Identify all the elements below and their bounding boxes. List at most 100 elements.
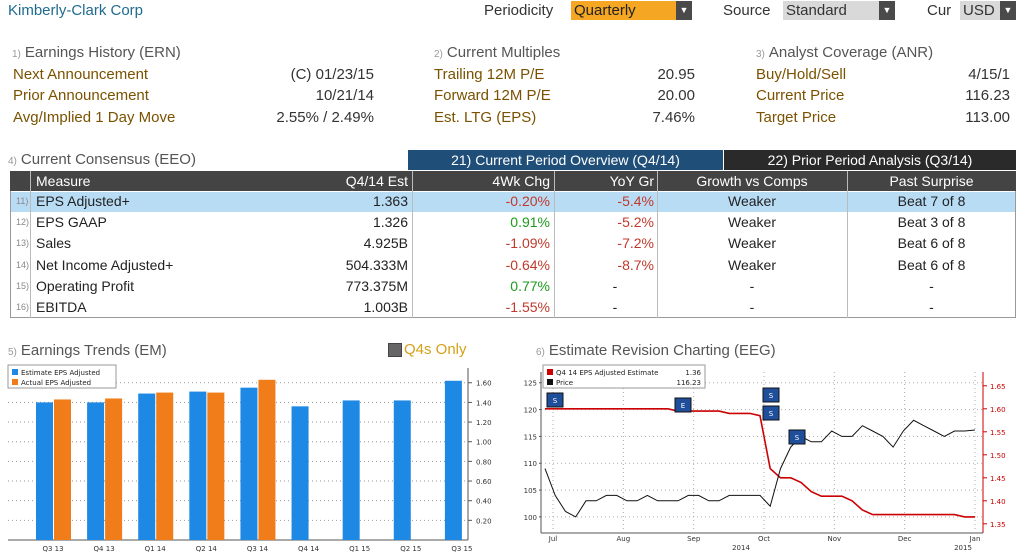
legend-box	[7, 364, 117, 389]
table-header	[10, 171, 1016, 191]
periodicity-dropdown[interactable]: Quarterly	[571, 1, 676, 20]
col-surprise-header[interactable]: Past Surprise	[889, 173, 974, 189]
source-dropdown[interactable]: Standard	[783, 1, 879, 20]
x-tick-label: Aug	[616, 535, 630, 543]
bar	[105, 398, 123, 540]
marker-label: S	[769, 410, 774, 418]
tab-prior-period[interactable]: 22) Prior Period Analysis (Q3/14)	[724, 150, 1016, 170]
x-tick-label: Dec	[898, 535, 912, 543]
left-tick-label: 120	[524, 407, 537, 415]
marker-box	[788, 429, 806, 445]
x-tick-label: Oct	[758, 535, 770, 543]
year-label: 2015	[954, 544, 972, 552]
revision-marker: S	[788, 429, 806, 445]
chart-x-ticks: Q3 13 Q4 13 Q1 14 Q2 14 Q3 14 Q4 14 Q1 15 Q2 15…	[42, 545, 472, 553]
bar	[240, 387, 258, 540]
x-tick-label: Q2 14	[196, 545, 218, 553]
x-tick-label: Q4 14	[298, 545, 320, 553]
chart-lines	[544, 407, 976, 518]
y-tick-label: 1.00	[476, 439, 492, 447]
bar	[189, 391, 207, 540]
q4s-only-checkbox[interactable]	[388, 343, 402, 357]
y-tick-label: 1.20	[476, 419, 492, 427]
marker-label: S	[795, 434, 800, 442]
marker-label: S	[553, 397, 558, 405]
tab-current-period[interactable]: 21) Current Period Overview (Q4/14)	[408, 150, 723, 170]
x-tick-label: Nov	[827, 535, 841, 543]
col-4wk-header[interactable]: 4Wk Chg	[492, 173, 550, 189]
legend-swatch	[12, 369, 18, 375]
chevron-down-icon[interactable]: ▼	[1000, 1, 1016, 20]
trailing-pe-value: 20.95	[657, 66, 695, 83]
avg-move-label: Avg/Implied 1 Day Move	[13, 109, 176, 126]
current-multiples-title[interactable]: 2) Current Multiples	[434, 44, 561, 61]
col-measure-header[interactable]: Measure	[36, 173, 91, 189]
chart-bars	[36, 379, 462, 540]
y-tick-label: 0.60	[476, 478, 492, 486]
trailing-pe-label: Trailing 12M P/E	[434, 66, 545, 83]
legend-swatch	[12, 379, 18, 385]
current-price-value: 116.23	[965, 87, 1010, 104]
right-tick-label: 1.35	[990, 521, 1006, 529]
chart-markers: S E S S S	[546, 387, 806, 445]
legend-swatch	[547, 369, 553, 375]
table-row[interactable]: 13) Sales 4.925B -1.09% -7.2% Weaker Bea…	[16, 235, 966, 251]
revision-marker: S	[762, 387, 780, 403]
right-tick-label: 1.50	[990, 452, 1006, 460]
marker-box	[762, 387, 780, 403]
right-tick-label: 1.45	[990, 475, 1006, 483]
bar	[54, 399, 71, 540]
table-row[interactable]: 16) EBITDA 1.003B -1.55% - - -	[16, 299, 934, 315]
earnings-history-title[interactable]: 1) Earnings History (ERN)	[12, 44, 181, 61]
revision-marker: E	[674, 397, 692, 413]
table-row[interactable]: 12) EPS GAAP 1.326 0.91% -5.2% Weaker Be…	[16, 214, 966, 230]
chart-right-ticks: 1.65 1.60 1.55 1.50 1.45 1.40 1.35	[983, 383, 1006, 529]
buy-hold-sell-value: 4/15/1	[968, 66, 1010, 83]
chart-left-ticks: 125 120 115 110 105 100	[524, 380, 541, 522]
column-divider	[847, 171, 848, 318]
currency-dropdown[interactable]: USD	[960, 1, 1000, 20]
table-row[interactable]: 15) Operating Profit 773.375M 0.77% - - …	[16, 278, 934, 294]
bar	[207, 392, 225, 540]
earnings-trends-title[interactable]: 5) Earnings Trends (EM)	[8, 342, 167, 359]
current-consensus-title[interactable]: 4) Current Consensus (EEO)	[8, 151, 196, 168]
right-tick-label: 1.55	[990, 429, 1006, 437]
left-tick-label: 115	[524, 433, 537, 441]
company-title: Kimberly-Clark Corp	[8, 2, 144, 19]
next-announcement-label: Next Announcement	[13, 66, 149, 83]
left-tick-label: 125	[524, 380, 537, 388]
chevron-down-icon[interactable]: ▼	[676, 1, 692, 20]
col-est-header[interactable]: Q4/14 Est	[345, 173, 408, 189]
legend-label: Q4 14 EPS Adjusted Estimate	[556, 369, 658, 377]
y-tick-label: 0.40	[476, 498, 492, 506]
analyst-coverage-title[interactable]: 3) Analyst Coverage (ANR)	[756, 44, 934, 61]
right-tick-label: 1.60	[990, 406, 1006, 414]
earnings-trends-chart: 1.60 1.40 1.20 1.00 0.80 0.60 0.40 0.20 Q3 13 Q4…	[7, 364, 492, 553]
legend-label: Price	[556, 379, 573, 387]
legend-box	[542, 364, 706, 389]
prior-announcement-label: Prior Announcement	[13, 87, 149, 104]
x-tick-label: Q1 14	[145, 545, 167, 553]
col-comps-header[interactable]: Growth vs Comps	[696, 173, 808, 189]
column-divider	[412, 171, 413, 318]
y-tick-label: 1.60	[476, 380, 492, 388]
left-tick-label: 110	[524, 460, 537, 468]
source-label: Source	[723, 2, 771, 19]
selected-row-highlight	[11, 192, 1015, 212]
table-row[interactable]: 11) EPS Adjusted+ 1.363 -0.20% -5.4% Wea…	[16, 193, 966, 209]
marker-label: E	[681, 402, 685, 410]
table-row[interactable]: 14) Net Income Adjusted+ 504.333M -0.64%…	[16, 257, 966, 273]
currency-label: Cur	[927, 2, 952, 19]
col-yoy-header[interactable]: YoY Gr	[609, 173, 654, 189]
estimate-revision-title[interactable]: 6) Estimate Revision Charting (EEG)	[536, 342, 776, 359]
chevron-down-icon[interactable]: ▼	[879, 1, 895, 20]
avg-move-value: 2.55% / 2.49%	[276, 109, 374, 126]
x-tick-label: Q4 13	[94, 545, 115, 553]
target-price-label: Target Price	[756, 109, 837, 126]
revision-marker: S	[546, 392, 564, 408]
est-ltg-label: Est. LTG (EPS)	[434, 109, 537, 126]
chart-legend: Estimate EPS Adjusted Actual EPS Adjusted	[7, 364, 117, 389]
q4s-only-label[interactable]: Q4s Only	[404, 341, 467, 358]
next-announcement-value: (C) 01/23/15	[290, 66, 374, 83]
year-label: 2014	[732, 544, 750, 552]
